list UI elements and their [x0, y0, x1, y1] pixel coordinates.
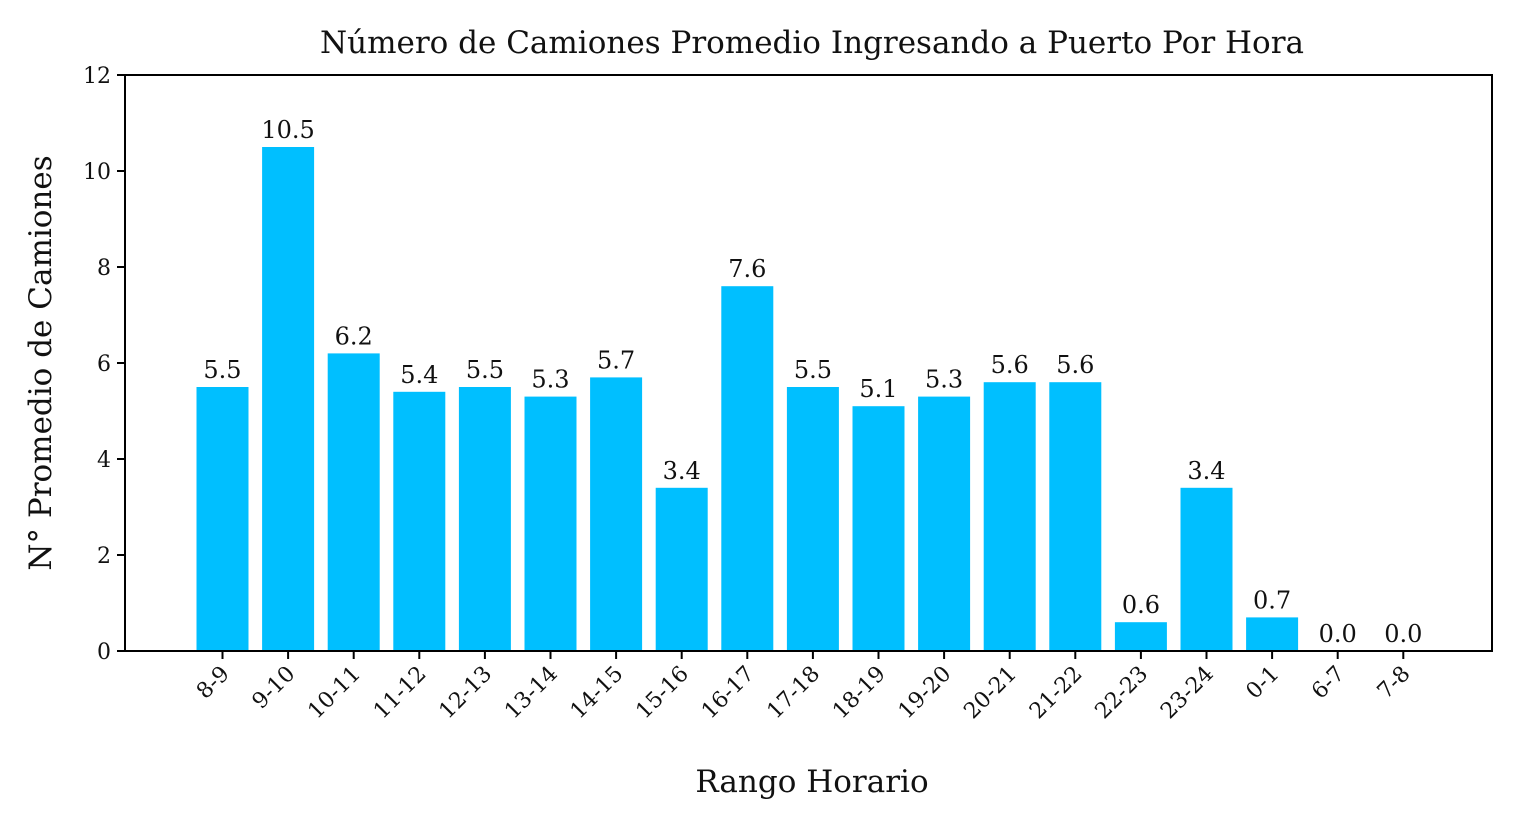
bar-value-label: 3.4 — [1187, 457, 1225, 485]
x-tick-label: 11-12 — [369, 662, 432, 725]
bar-value-label: 5.3 — [925, 366, 963, 394]
bar — [852, 406, 905, 651]
chart-title: Número de Camiones Promedio Ingresando a… — [320, 25, 1304, 61]
y-tick-label: 6 — [97, 352, 111, 377]
bar-value-label: 5.5 — [203, 356, 241, 384]
bars-group: 5.5 10.5 6.2 5.4 5.5 5.3 5.7 3.4 7.6 5.5 5.1 5.3 5.6… — [196, 116, 1422, 651]
bar — [786, 387, 839, 651]
bar-value-label: 7.6 — [728, 255, 766, 283]
bar-value-label: 5.5 — [794, 356, 832, 384]
bar-value-label: 0.0 — [1319, 620, 1357, 648]
x-tick-label: 10-11 — [303, 662, 366, 725]
bar — [327, 353, 380, 651]
bar — [1246, 617, 1299, 651]
y-tick-label: 2 — [97, 544, 111, 569]
bar-value-label: 5.6 — [1056, 351, 1094, 379]
bar-value-label: 5.7 — [597, 346, 635, 374]
bar — [590, 377, 643, 651]
bar — [196, 387, 249, 651]
x-tick-label: 8-9 — [192, 662, 235, 705]
bar-value-label: 5.3 — [531, 366, 569, 394]
bar — [524, 396, 577, 651]
y-tick-label: 10 — [83, 160, 111, 185]
x-axis: 8-9 9-10 10-11 11-12 12-13 13-14 14-15 15-16 16-… — [192, 651, 1416, 724]
bar-value-label: 0.0 — [1384, 620, 1422, 648]
bar-value-label: 5.4 — [400, 361, 438, 389]
bar — [1114, 622, 1167, 651]
y-tick-label: 8 — [97, 256, 111, 281]
bar-value-label: 0.6 — [1122, 591, 1160, 619]
y-tick-label: 0 — [97, 640, 111, 665]
bar-value-label: 5.1 — [859, 375, 897, 403]
bar — [655, 487, 708, 651]
x-axis-label: Rango Horario — [695, 764, 928, 800]
x-tick-label: 22-23 — [1091, 662, 1154, 725]
x-tick-label: 12-13 — [435, 662, 498, 725]
bar-value-label: 0.7 — [1253, 586, 1291, 614]
bar — [1180, 487, 1233, 651]
y-axis-label: N° Promedio de Camiones — [23, 155, 59, 570]
x-tick-label: 7-8 — [1373, 662, 1416, 705]
bar-value-label: 3.4 — [663, 457, 701, 485]
bar — [918, 396, 971, 651]
x-tick-label: 0-1 — [1242, 662, 1285, 705]
bar-value-label: 6.2 — [335, 322, 373, 350]
bar — [458, 387, 511, 651]
x-tick-label: 23-24 — [1156, 662, 1219, 725]
y-tick-label: 4 — [97, 448, 111, 473]
y-tick-label: 12 — [83, 64, 111, 89]
bar-value-label: 10.5 — [261, 116, 314, 144]
bar-value-label: 5.5 — [466, 356, 504, 384]
x-tick-label: 16-17 — [697, 662, 760, 725]
plot-frame — [124, 74, 1493, 652]
bar — [393, 391, 446, 651]
bar — [721, 286, 774, 651]
x-tick-label: 20-21 — [959, 662, 1022, 725]
x-tick-label: 6-7 — [1307, 662, 1350, 705]
x-tick-label: 19-20 — [894, 662, 957, 725]
y-axis: 0 2 4 6 8 10 12 — [83, 64, 125, 665]
bar — [983, 382, 1036, 651]
x-tick-label: 14-15 — [566, 662, 629, 725]
bar — [262, 147, 315, 651]
x-tick-label: 18-19 — [828, 662, 891, 725]
x-tick-label: 15-16 — [631, 662, 694, 725]
x-tick-label: 17-18 — [763, 662, 826, 725]
x-tick-label: 21-22 — [1025, 662, 1088, 725]
x-tick-label: 13-14 — [500, 662, 563, 725]
x-tick-label: 9-10 — [248, 662, 301, 715]
bar — [1049, 382, 1102, 651]
bar-value-label: 5.6 — [991, 351, 1029, 379]
